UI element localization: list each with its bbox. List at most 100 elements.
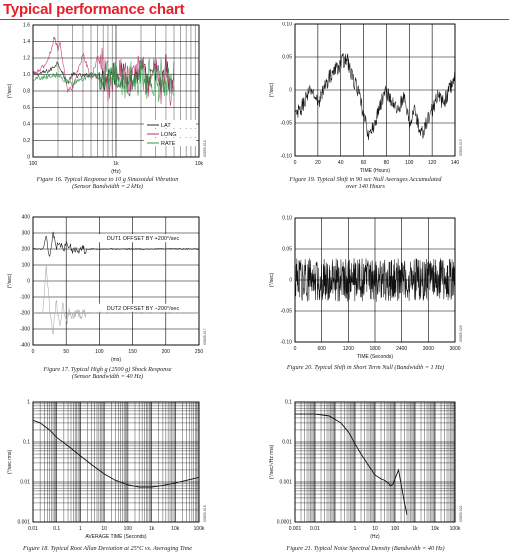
figure-caption: Figure 20. Typical Shift in Short Term N… <box>286 364 445 371</box>
y-tick-label: 0.2 <box>23 138 30 144</box>
y-tick-label: 0.05 <box>282 55 292 61</box>
y-tick-label: 0.01 <box>20 480 30 486</box>
chart-shock-response: 0 50 100 150 200 250 -400 -300 -200 -100 0 100 200 30… <box>7 215 207 363</box>
x-tick-label: 100 <box>29 161 38 167</box>
x-tick-label: 200 <box>162 349 171 355</box>
x-tick-label: 1 <box>354 526 357 532</box>
figure-id: 05855-017 <box>203 328 207 345</box>
y-tick-label: -0.05 <box>281 309 293 315</box>
plot-frame <box>294 23 456 157</box>
figure-id: 05855-021 <box>459 505 463 522</box>
figure-id: 05855-018 <box>203 505 207 522</box>
y-axis-label: (°/sec rms) <box>7 450 13 475</box>
y-tick-label: -0.10 <box>281 340 293 346</box>
x-tick-label: 0.1 <box>53 526 60 532</box>
chart-allan-deviation: 0.01 0.1 1 10 100 1k 10k 100k0.0010.010.11AVERA… <box>7 400 207 540</box>
y-tick-label: 0.1 <box>23 440 30 446</box>
figure-caption: Figure 19. Typical Shift in 90 sec Null … <box>289 176 442 191</box>
y-tick-label: 0.10 <box>282 216 292 222</box>
x-tick-label: 100k <box>450 526 461 532</box>
title-underline <box>0 19 509 20</box>
x-tick-label: 0 <box>294 160 297 166</box>
x-tick-label: 20 <box>315 160 321 166</box>
x-tick-label: 100 <box>391 526 400 532</box>
x-tick-label: 3600 <box>449 346 460 352</box>
plot-frame <box>32 401 200 523</box>
y-tick-label: 0.6 <box>23 105 30 111</box>
y-tick-label: 1 <box>27 400 30 406</box>
y-tick-label: 0.05 <box>282 247 292 253</box>
chart-null-shift-hours: 0 20 40 60 80 100 120 140 -0.10 -0.05 0 0.05 0.10 TIM… <box>269 22 463 174</box>
y-tick-label: 100 <box>22 263 31 269</box>
annotation: DUT2 OFFSET BY −200°/sec <box>107 306 180 312</box>
y-axis-label: (°/sec) <box>269 82 275 97</box>
legend-label: LONG <box>161 132 177 138</box>
y-tick-label: 0.001 <box>17 520 30 526</box>
y-tick-label: -200 <box>20 311 30 317</box>
y-tick-label: 0.8 <box>23 89 30 95</box>
page-title: Typical performance chart <box>3 1 185 18</box>
x-tick-label: 3000 <box>423 346 434 352</box>
x-tick-label: 10k <box>195 161 204 167</box>
y-tick-label: 1.4 <box>23 39 30 45</box>
x-tick-label: 600 <box>317 346 326 352</box>
x-tick-label: 100k <box>194 526 205 532</box>
y-tick-label: -0.05 <box>281 121 293 127</box>
plot-frame <box>294 401 456 523</box>
figure-id: 05855-016 <box>203 140 207 157</box>
y-tick-label: 1.6 <box>23 23 30 29</box>
figure-caption: Figure 18. Typical Root Allan Deviation … <box>23 545 192 552</box>
series-line <box>33 231 199 258</box>
y-tick-label: 0 <box>289 88 292 94</box>
x-tick-label: 250 <box>195 349 204 355</box>
x-tick-label: 1k <box>113 161 119 167</box>
x-tick-label: 1800 <box>369 346 380 352</box>
y-tick-label: 0.4 <box>23 122 30 128</box>
y-tick-label: 0 <box>27 279 30 285</box>
series-line <box>33 36 175 106</box>
y-tick-label: -0.10 <box>281 154 293 160</box>
x-axis-label: AVERAGE TIME (Seconds) <box>85 534 147 540</box>
x-tick-label: 50 <box>63 349 69 355</box>
figure-caption: Figure 17. Typical High g (2500 g) Shock… <box>43 366 172 381</box>
x-axis-label: (Hz) <box>370 534 380 540</box>
y-tick-label: 0.1 <box>285 400 292 406</box>
x-tick-label: 1k <box>149 526 155 532</box>
x-tick-label: 0 <box>294 346 297 352</box>
gridlines <box>294 23 456 157</box>
legend-label: LAT <box>161 123 171 129</box>
y-tick-label: 0.0001 <box>277 520 293 526</box>
x-tick-label: 0.001 <box>289 526 302 532</box>
y-tick-label: -100 <box>20 295 30 301</box>
x-axis-label: TIME (Seconds) <box>357 354 393 360</box>
y-tick-label: 0.10 <box>282 22 292 28</box>
annotation: DUT1 OFFSET BY +200°/sec <box>107 236 180 242</box>
x-tick-label: 0 <box>32 349 35 355</box>
x-tick-label: 100 <box>124 526 133 532</box>
x-tick-label: 10k <box>171 526 180 532</box>
y-tick-label: 200 <box>22 247 31 253</box>
y-tick-label: 0 <box>289 278 292 284</box>
y-tick-label: 0 <box>27 155 30 161</box>
y-tick-label: 1.0 <box>23 72 30 78</box>
x-tick-label: 10k <box>431 526 440 532</box>
gridlines <box>32 401 200 523</box>
series-line <box>33 53 175 100</box>
x-tick-label: 100 <box>95 349 104 355</box>
x-tick-label: 1k <box>412 526 418 532</box>
y-tick-label: 1.2 <box>23 56 30 62</box>
gridlines <box>294 401 456 523</box>
x-axis-label: (ms) <box>111 357 121 363</box>
x-tick-label: 0.01 <box>28 526 38 532</box>
y-tick-label: 0.01 <box>282 440 292 446</box>
series-line <box>33 419 199 488</box>
chart-noise-spectral-density: 0.001 0.01 1 10 100 1k 10k 100k0.00010.0010.010… <box>268 400 463 540</box>
series-line <box>295 413 408 516</box>
series-line <box>295 258 455 302</box>
x-tick-label: 100 <box>405 160 414 166</box>
y-tick-label: -300 <box>20 327 30 333</box>
figure-id: 05855-019 <box>459 139 463 156</box>
x-tick-label: 10 <box>101 526 107 532</box>
x-tick-label: 80 <box>384 160 390 166</box>
figure-caption: Figure 21. Typical Noise Spectral Densit… <box>286 545 445 552</box>
